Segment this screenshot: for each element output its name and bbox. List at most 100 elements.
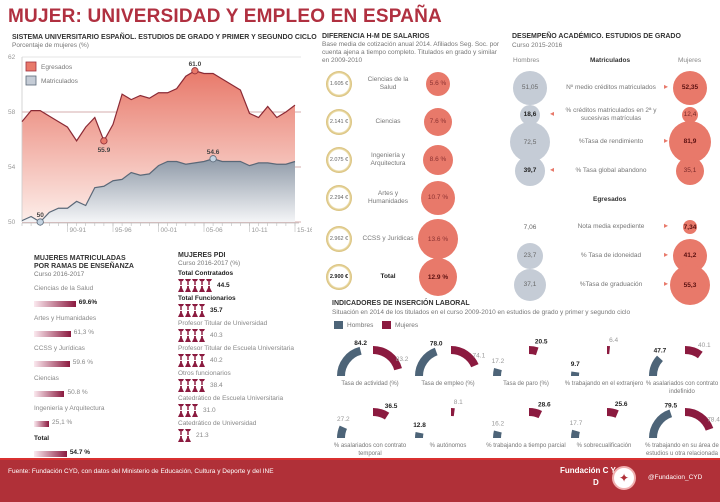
pdi-value: 40.2 — [210, 357, 223, 364]
pdi-value: 31.0 — [203, 407, 216, 414]
male-person-icon — [192, 404, 198, 410]
salary-gap-circle: 10.7 % — [420, 180, 456, 216]
employment-subtitle: Situación en 2014 de los titulados en el… — [332, 309, 631, 316]
enrolled-title-2: POR RAMAS DE ENSEÑANZA — [34, 263, 134, 270]
footer-divider — [0, 458, 720, 460]
legend-label-mujeres: Mujeres — [395, 322, 419, 329]
arrow-left-icon: ◂ — [550, 165, 555, 174]
gauge-value-mujeres: 40.1 — [698, 342, 711, 349]
x-tick-label: 00-01 — [161, 227, 178, 234]
column-hombres: Hombres — [513, 57, 540, 64]
gauge-arc-mujeres — [684, 408, 714, 431]
gauge-arc-mujeres — [450, 346, 479, 368]
x-tick-label: 15-16 — [297, 227, 312, 234]
male-person-icon — [199, 304, 205, 310]
gauge-arc-hombres — [649, 355, 664, 377]
enrollment-value: 69.6% — [78, 299, 98, 306]
enrolled-title-1: MUJERES MATRICULADAS — [34, 255, 126, 262]
salary-row: 1.605 € Ciencias de la Salud 5.6 % — [322, 65, 502, 103]
pdi-pictogram — [178, 279, 212, 293]
salary-branch-label: Artes y Humanidades — [367, 190, 409, 205]
female-person-icon — [185, 361, 191, 367]
salary-branch-label: Ciencias — [375, 118, 401, 125]
gauge-indicator-label: % asalariados con contrato temporal — [333, 443, 407, 457]
female-person-icon — [178, 436, 184, 442]
female-figures-row — [178, 336, 205, 343]
arrow-right-icon: ▸ — [664, 221, 669, 230]
salary-row: 2.900 € Total 12.9 % — [322, 257, 502, 297]
hombres-value-bubble: 39,7 — [515, 156, 545, 186]
male-person-icon — [192, 329, 198, 335]
gauge-arc-hombres — [649, 409, 673, 439]
female-person-icon — [199, 336, 205, 342]
arrow-right-icon: ▸ — [664, 279, 669, 288]
pdi-category-label: Profesor Titular de Universidad — [178, 320, 268, 327]
employment-gauges: 84.2 83.2 78.0 74.1 17.2 20.5 9.7 6.4 47.7 40.1 27… — [337, 337, 720, 439]
chart-subtitle: Porcentaje de mujeres (%) — [12, 42, 89, 49]
page-title: MUJER: UNIVERSIDAD Y EMPLEO EN ESPAÑA — [8, 6, 442, 27]
arrow-right-icon: ▸ — [664, 250, 669, 259]
male-figures-row — [178, 304, 205, 311]
gauge-value-hombres: 17.7 — [570, 420, 583, 427]
data-label: 50 — [37, 212, 45, 219]
performance-indicator-label: % Tasa global abandono — [575, 167, 647, 174]
hombres-value-bubble: 23,7 — [516, 242, 544, 270]
female-figures-row — [178, 436, 191, 443]
male-person-icon — [185, 404, 191, 410]
column-mujeres: Mujeres — [678, 57, 702, 64]
x-tick-label: 10-11 — [252, 227, 269, 234]
salary-subtitle: Base media de cotización anual 2014. Afi… — [322, 41, 500, 64]
line-matriculados — [21, 158, 296, 223]
legend-swatch-mujeres — [382, 321, 391, 329]
female-person-icon — [185, 411, 191, 417]
female-person-icon — [178, 361, 184, 367]
brand-logo-text-d: D — [593, 478, 599, 487]
coin-icon: 2.900 € — [326, 264, 352, 290]
group-egresados: Egresados — [593, 196, 627, 203]
pdi-category-label: Catedrático de Escuela Universitaria — [178, 395, 284, 402]
salary-row: 2.294 € Artes y Humanidades 10.7 % — [322, 179, 502, 217]
salary-branch-label: Ingeniería y Arquitectura — [370, 152, 406, 167]
performance-indicator-label: %Tasa de graduación — [579, 281, 643, 288]
gauge-value-mujeres: 74.1 — [473, 353, 486, 360]
gauge-value-mujeres: 20.5 — [535, 338, 548, 345]
gauge-arc-hombres — [415, 347, 438, 377]
male-person-icon — [178, 379, 184, 385]
female-person-icon — [192, 336, 198, 342]
gauge-arc-hombres — [493, 367, 502, 377]
enrollment-bar — [34, 391, 65, 397]
gauge-value-hombres: 12.8 — [413, 422, 426, 429]
pdi-pictogram — [178, 304, 205, 318]
gauge-arc-hombres — [337, 425, 348, 439]
highlight-point — [36, 218, 44, 226]
male-person-icon — [206, 279, 212, 285]
gauge-arc-mujeres — [684, 346, 703, 359]
mujeres-value-bubble: 55,3 — [670, 265, 710, 305]
source-note: Fuente: Fundación CYD, con datos del Min… — [8, 468, 274, 475]
gauge-indicator-label: % autónomos — [429, 443, 467, 449]
female-person-icon — [199, 311, 205, 317]
arrow-right-icon: ▸ — [664, 82, 669, 91]
performance-subtitle: Curso 2015-2016 — [512, 42, 563, 49]
pdi-category-label: Total Funcionarios — [178, 295, 236, 302]
twitter-handle-link[interactable]: @Fundacion_CYD — [648, 474, 703, 481]
female-person-icon — [192, 361, 198, 367]
area-matriculados — [22, 158, 295, 222]
gauge-value-hombres: 47.7 — [654, 347, 667, 354]
female-person-icon — [199, 361, 205, 367]
female-person-icon — [185, 436, 191, 442]
twitter-bird-icon[interactable]: ✦ — [612, 466, 636, 490]
gauge-arc-mujeres — [372, 408, 390, 420]
gauge-indicator-label: % trabajando en su área de estudios u ot… — [645, 443, 719, 457]
male-person-icon — [178, 329, 184, 335]
gauge-value-hombres: 79.5 — [664, 402, 677, 409]
branch-label: Artes y Humanidades — [34, 315, 97, 322]
female-person-icon — [178, 311, 184, 317]
y-tick-label: 50 — [8, 219, 16, 226]
male-person-icon — [178, 404, 184, 410]
enrollment-value: 59.6 % — [72, 359, 93, 366]
gauge-arc-mujeres — [528, 408, 543, 419]
gauge-indicator-label: % trabajando a tiempo parcial — [486, 443, 566, 449]
salary-gap-circle: 13.6 % — [418, 219, 458, 259]
female-person-icon — [206, 286, 212, 292]
